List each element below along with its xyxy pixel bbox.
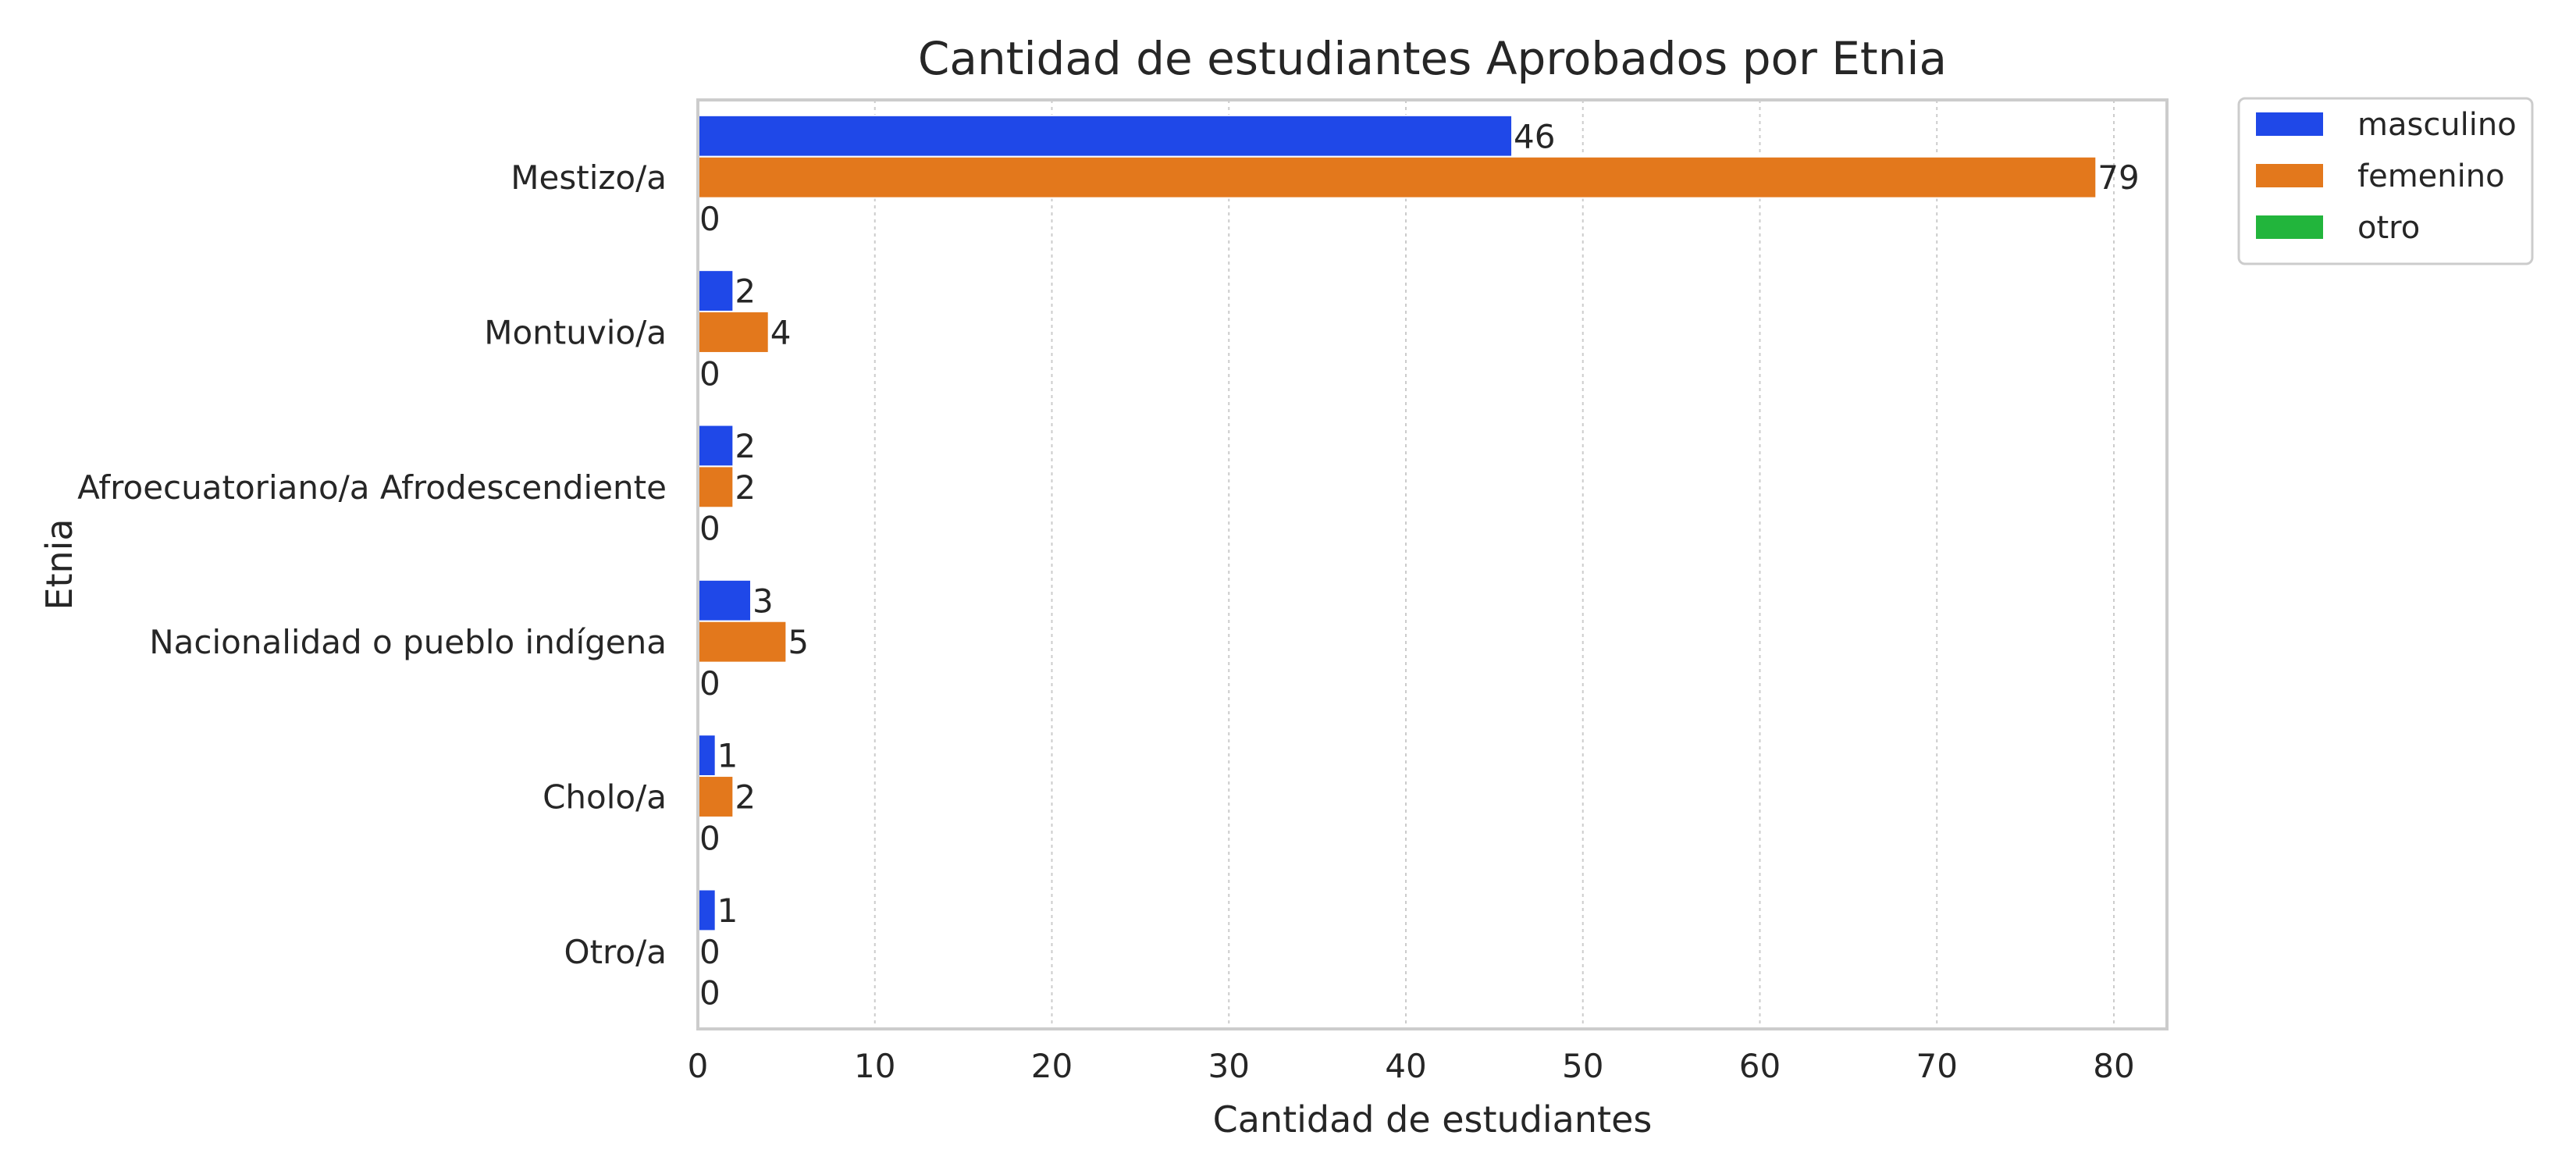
chart-title: Cantidad de estudiantes Aprobados por Et… xyxy=(918,32,1947,85)
bar-masculino xyxy=(697,734,717,778)
data-label: 0 xyxy=(699,200,720,238)
data-label: 5 xyxy=(788,623,809,661)
x-tick-label: 50 xyxy=(1562,1047,1603,1085)
x-axis-title: Cantidad de estudiantes xyxy=(1213,1098,1653,1141)
data-label: 79 xyxy=(2097,158,2139,197)
bar-femenino xyxy=(697,775,735,818)
x-tick-label: 80 xyxy=(2093,1047,2134,1085)
data-label: 0 xyxy=(699,510,720,548)
bar-femenino xyxy=(697,155,2097,199)
y-axis-title: Etnia xyxy=(38,518,80,610)
legend-swatch-femenino xyxy=(2256,164,2323,187)
x-tick-label: 40 xyxy=(1385,1047,1426,1085)
x-grid xyxy=(697,100,2115,1029)
legend-swatch-otro xyxy=(2256,215,2323,239)
bar-masculino xyxy=(697,578,753,622)
data-label: 1 xyxy=(717,892,738,930)
x-tick-label: 70 xyxy=(1916,1047,1958,1085)
data-label: 1 xyxy=(717,737,738,775)
category-label: Montuvio/a xyxy=(484,314,667,352)
legend-swatch-masculino xyxy=(2256,112,2323,136)
data-label: 3 xyxy=(753,582,774,620)
data-label: 0 xyxy=(699,974,720,1013)
category-label: Nacionalidad o pueblo indígena xyxy=(149,623,667,661)
legend: masculino femenino otro xyxy=(2237,97,2534,265)
bars xyxy=(697,114,2097,932)
data-label: 46 xyxy=(1514,117,1555,155)
category-label: Afroecuatoriano/a Afrodescendiente xyxy=(77,468,667,507)
plot-frame xyxy=(696,98,2169,1030)
category-label: Cholo/a xyxy=(543,778,667,817)
bar-masculino xyxy=(697,888,717,932)
data-label: 0 xyxy=(699,933,720,971)
x-tick-label: 30 xyxy=(1208,1047,1250,1085)
category-label: Otro/a xyxy=(564,933,667,971)
bar-masculino xyxy=(697,269,735,313)
legend-label: femenino xyxy=(2357,158,2505,194)
bar-masculino xyxy=(697,424,735,468)
bar-masculino xyxy=(697,114,1514,158)
data-label: 2 xyxy=(735,778,756,817)
data-label: 0 xyxy=(699,664,720,703)
x-tick-label: 60 xyxy=(1739,1047,1781,1085)
data-label: 2 xyxy=(735,468,756,507)
data-label: 2 xyxy=(735,272,756,311)
x-tick-label: 10 xyxy=(854,1047,895,1085)
data-label: 2 xyxy=(735,427,756,465)
data-label: 0 xyxy=(699,354,720,393)
data-label: 4 xyxy=(770,314,792,352)
x-ticks: 0 10 20 30 40 50 60 70 80 xyxy=(688,1047,2135,1085)
bar-femenino xyxy=(697,620,788,664)
legend-label: masculino xyxy=(2357,107,2517,143)
legend-label: otro xyxy=(2357,210,2420,246)
x-tick-label: 0 xyxy=(688,1047,709,1085)
bar-femenino xyxy=(697,311,770,354)
bar-femenino xyxy=(697,465,735,509)
y-category-labels: Mestizo/a Montuvio/a Afroecuatoriano/a Afr… xyxy=(77,158,667,971)
category-label: Mestizo/a xyxy=(511,158,667,197)
x-tick-label: 20 xyxy=(1031,1047,1073,1085)
data-label: 0 xyxy=(699,819,720,857)
